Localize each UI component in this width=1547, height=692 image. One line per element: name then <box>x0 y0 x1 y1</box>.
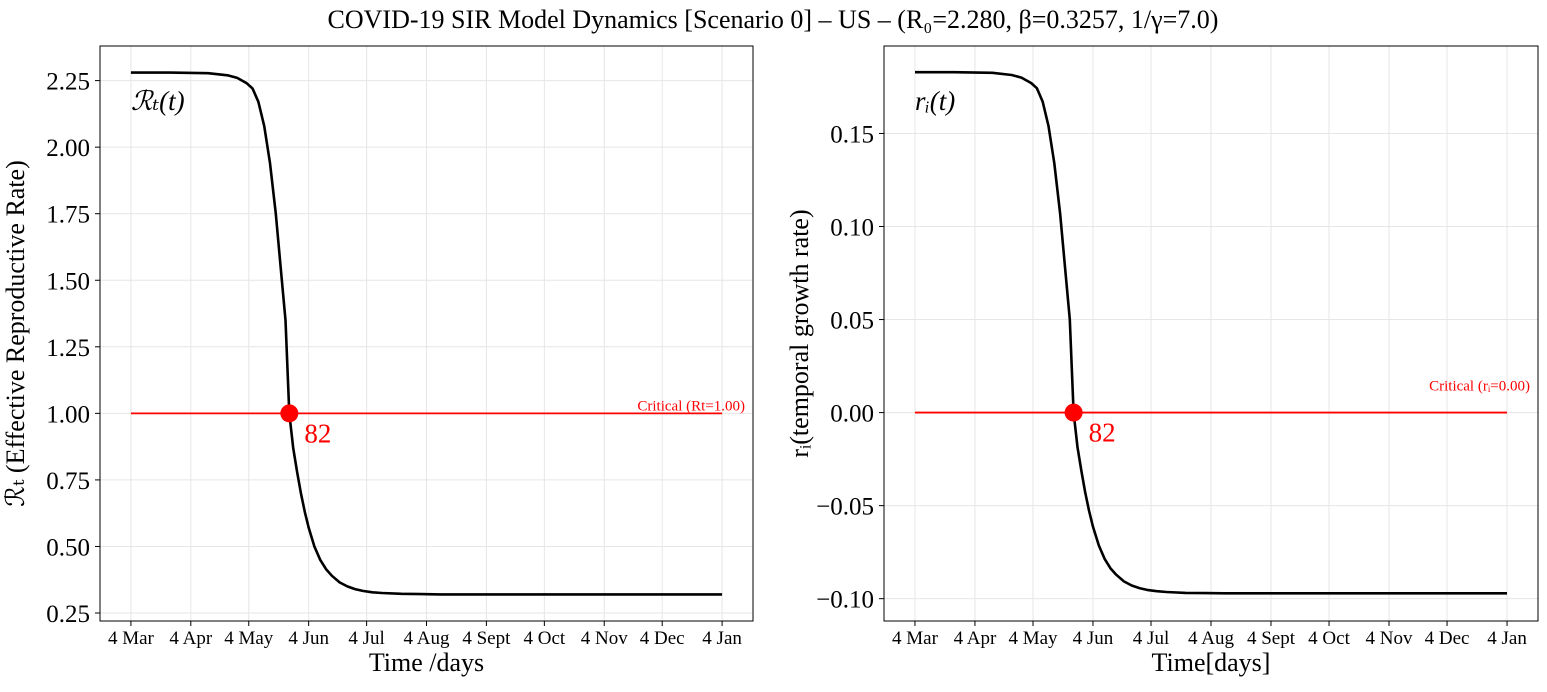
figure-title: COVID-19 SIR Model Dynamics [Scenario 0]… <box>328 5 1219 34</box>
y-tick-label: 1.50 <box>46 268 90 295</box>
panel-0-grid <box>100 46 753 621</box>
panel-1-curve <box>915 70 1507 595</box>
panel-0-curve-label: ℛₜ(t) <box>131 86 185 116</box>
y-tick-label: 0.75 <box>46 468 90 495</box>
x-tick-label: 4 Nov <box>581 628 628 649</box>
x-tick-label: 4 Dec <box>640 628 685 649</box>
x-tick-label: 4 Jan <box>702 628 742 649</box>
crossing-point <box>280 404 299 423</box>
panel-0-crossing-day-label: 82 <box>304 418 331 448</box>
y-tick-label: 2.00 <box>46 135 90 162</box>
x-tick-label: 4 Mar <box>892 628 939 649</box>
panel-1-y-ticks: −0.10 −0.05 0.00 0.05 0.10 0.15 <box>816 121 884 614</box>
y-tick-label: 0.10 <box>830 215 874 242</box>
panel-0-x-ticks: 4 Mar 4 Apr 4 May 4 Jun 4 Jul 4 Aug 4 Sept 4 Oc… <box>108 621 742 649</box>
x-tick-label: 4 Jun <box>288 628 329 649</box>
x-tick-label: 4 Apr <box>169 628 212 649</box>
x-tick-label: 4 Oct <box>524 628 566 649</box>
x-tick-label: 4 Jul <box>348 628 384 649</box>
x-tick-label: 4 Jun <box>1073 628 1114 649</box>
panel-0-curve <box>130 71 723 596</box>
panel-0-critical-label: Critical (Rt=1.00) <box>637 398 745 414</box>
panel-0-y-ticks: 0.25 0.50 0.75 1.00 1.25 1.50 1.75 2.00 2.25 <box>46 69 100 628</box>
panel-temporal-growth-rate: −0.10−0.050.000.050.100.15 4 Mar 4 Apr 4 M… <box>785 45 1539 677</box>
y-tick-label: 0.00 <box>830 401 874 428</box>
y-tick-label: −0.05 <box>816 494 874 521</box>
y-tick-label: 1.25 <box>46 335 90 362</box>
x-tick-label: 4 Jan <box>1487 628 1527 649</box>
panel-1-x-ticks: 4 Mar 4 Apr 4 May 4 Jun 4 Jul 4 Aug 4 Sept 4 Oc… <box>892 621 1527 649</box>
panel-1-x-axis-label: Time[days] <box>1152 648 1271 677</box>
panel-1-critical-label: Critical (rᵢ=0.00) <box>1429 379 1530 395</box>
x-tick-label: 4 Jul <box>1133 628 1169 649</box>
panel-1-grid <box>884 46 1538 621</box>
x-tick-label: 4 Dec <box>1425 628 1470 649</box>
panel-0-y-axis-label: ℛₜ (Effective Reproductive Rate) <box>1 160 30 506</box>
panel-1-curve-label: rᵢ(t) <box>915 86 955 116</box>
x-tick-label: 4 May <box>1008 628 1058 649</box>
panel-1-crossing-day-label: 82 <box>1089 418 1116 448</box>
x-tick-label: 4 May <box>224 628 274 649</box>
x-tick-label: 4 Apr <box>954 628 997 649</box>
x-tick-label: 4 Aug <box>1188 628 1234 649</box>
y-tick-label: 1.75 <box>46 202 90 229</box>
x-tick-label: 4 Oct <box>1308 628 1350 649</box>
x-tick-label: 4 Mar <box>108 628 155 649</box>
series-line <box>915 70 1507 595</box>
y-tick-label: −0.10 <box>816 587 874 614</box>
panel-0-x-axis-label: Time /days <box>369 648 484 677</box>
x-tick-label: 4 Sept <box>1247 628 1296 649</box>
panel-effective-reproductive-rate: 0.25 0.50 0.75 1.00 1.25 1.50 1.75 2.00 2.25 4 M… <box>1 45 754 677</box>
y-tick-label: 0.50 <box>46 534 90 561</box>
x-tick-label: 4 Nov <box>1366 628 1413 649</box>
y-tick-label: 1.00 <box>46 401 90 428</box>
panel-1-crossing-marker <box>1064 403 1083 422</box>
crossing-point <box>1064 403 1083 422</box>
panel-1-y-axis-label: rᵢ(temporal growth rate) <box>785 209 814 457</box>
x-tick-label: 4 Aug <box>404 628 450 649</box>
y-tick-label: 0.15 <box>830 121 874 148</box>
panel-0-crossing-marker <box>280 404 299 423</box>
y-tick-label: 0.05 <box>830 308 874 335</box>
x-tick-label: 4 Sept <box>462 628 511 649</box>
y-tick-label: 0.25 <box>46 601 90 628</box>
series-line <box>130 71 723 596</box>
y-tick-label: 2.25 <box>46 69 90 96</box>
